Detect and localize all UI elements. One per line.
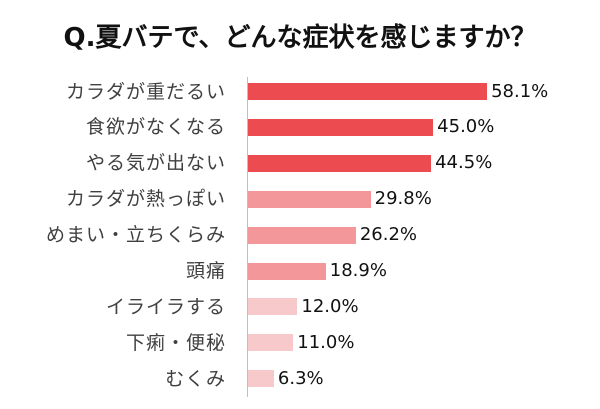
category-label: めまい・立ちくらみ bbox=[45, 224, 226, 247]
data-label: 18.9% bbox=[329, 260, 387, 281]
category-label: 頭痛 bbox=[185, 260, 226, 282]
category-label: 食欲がなくなる bbox=[85, 116, 226, 139]
data-label: 11.0% bbox=[297, 331, 355, 353]
data-label: 45.0% bbox=[437, 116, 495, 138]
data-label: 6.3% bbox=[277, 367, 324, 389]
category-label: イライラする bbox=[105, 295, 226, 318]
bar bbox=[248, 334, 294, 352]
data-label: 29.8% bbox=[374, 188, 432, 210]
category-label: 下痢・便秘 bbox=[125, 331, 226, 354]
bar bbox=[248, 262, 326, 280]
category-axis-line bbox=[247, 77, 248, 397]
bar bbox=[248, 226, 356, 244]
data-label: 26.2% bbox=[359, 224, 417, 246]
category-label: むくみ bbox=[165, 367, 226, 390]
bar bbox=[248, 298, 298, 316]
bar bbox=[248, 370, 274, 388]
bar bbox=[248, 118, 434, 136]
category-label: やる気が出ない bbox=[85, 152, 226, 175]
data-label: 44.5% bbox=[435, 152, 493, 174]
bar bbox=[248, 83, 488, 100]
category-label: カラダが熱っぽい bbox=[65, 188, 226, 211]
data-label: 58.1% bbox=[491, 80, 549, 102]
bar bbox=[248, 190, 371, 208]
chart-title: Q.夏バテで、どんな症状を感じますか？ bbox=[63, 23, 537, 53]
category-label: カラダが重だるい bbox=[65, 80, 226, 103]
data-label: 12.0% bbox=[301, 295, 359, 317]
bar bbox=[248, 154, 432, 172]
